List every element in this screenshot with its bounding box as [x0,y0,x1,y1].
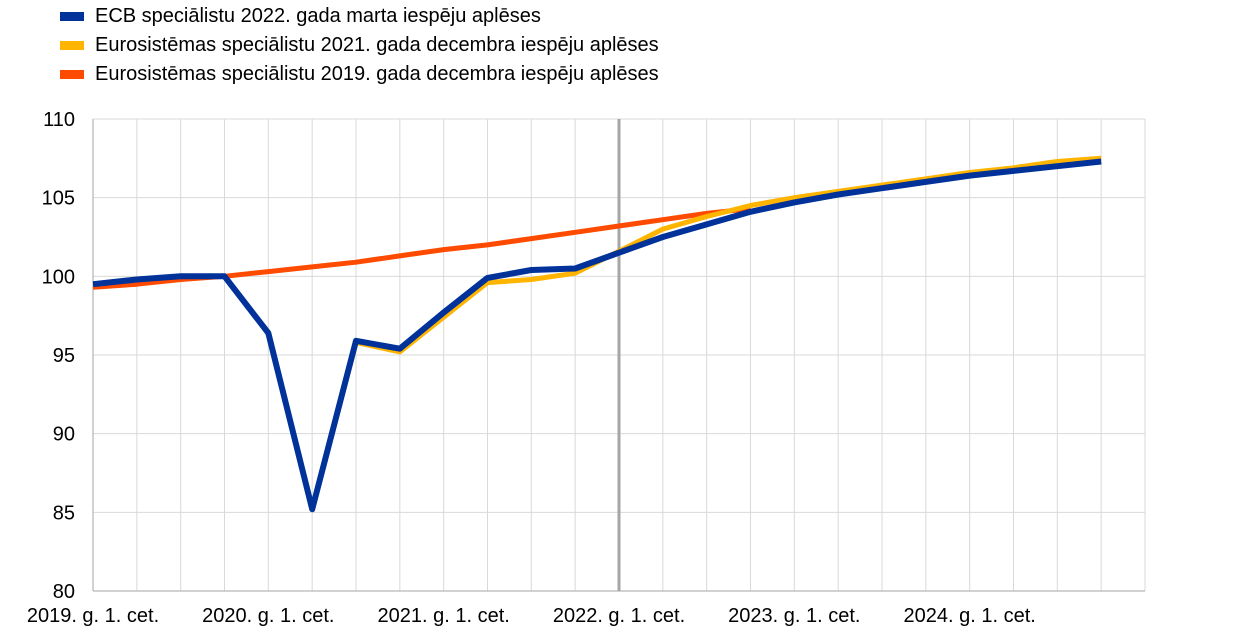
y-tick-label: 85 [53,502,75,524]
x-tick-label: 2020. g. 1. cet. [202,605,334,627]
legend-item-eurosystem-2021-december: Eurosistēmas speciālistu 2021. gada dece… [60,31,659,60]
legend-swatch-ecb-2022-march [60,12,84,21]
legend-item-ecb-2022-march: ECB speciālistu 2022. gada marta iespēju… [60,2,659,31]
y-tick-label: 80 [53,581,75,603]
x-tick-label: 2024. g. 1. cet. [904,605,1036,627]
x-tick-label: 2023. g. 1. cet. [728,605,860,627]
x-tick-label: 2019. g. 1. cet. [27,605,159,627]
x-tick-label: 2021. g. 1. cet. [378,605,510,627]
y-tick-label: 105 [42,188,75,210]
gridlines [92,118,1146,592]
series-line-2 [92,155,1102,512]
x-tick-labels: 2019. g. 1. cet. 2020. g. 1. cet. 2021. g.… [27,605,1036,627]
y-tick-label: 95 [53,345,75,367]
x-tick-label: 2022. g. 1. cet. [553,605,685,627]
legend-swatch-eurosystem-2019-december [60,70,84,79]
y-tick-labels: 80 85 90 95 100 105 110 [42,109,75,603]
y-tick-label: 100 [42,266,75,288]
legend-label-eurosystem-2019-december: Eurosistēmas speciālistu 2019. gada dece… [95,63,659,85]
legend-label-ecb-2022-march: ECB speciālistu 2022. gada marta iespēju… [95,5,541,27]
y-tick-label: 90 [53,424,75,446]
chart-legend: ECB speciālistu 2022. gada marta iespēju… [60,2,659,89]
series-line-3 [92,158,1102,513]
legend-label-eurosystem-2021-december: Eurosistēmas speciālistu 2021. gada dece… [95,34,659,56]
legend-item-eurosystem-2019-december: Eurosistēmas speciālistu 2019. gada dece… [60,60,659,89]
legend-swatch-eurosystem-2021-december [60,41,84,50]
y-tick-label: 110 [43,109,75,131]
